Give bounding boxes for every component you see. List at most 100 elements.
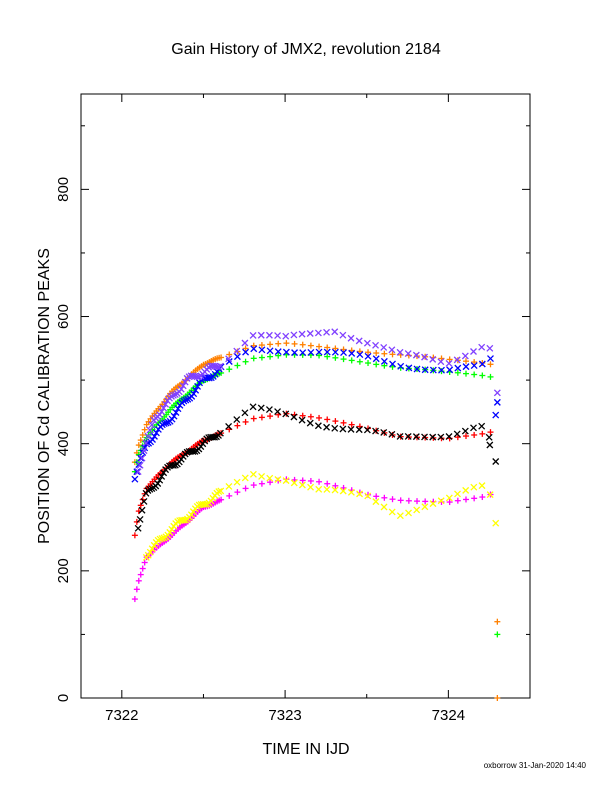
- data-point-b: [137, 454, 145, 462]
- data-point-b: [265, 406, 273, 413]
- data-points: [131, 328, 501, 701]
- data-point-b: [217, 487, 225, 495]
- data-point-b: [478, 343, 486, 351]
- data-point-b: [233, 478, 241, 486]
- x-axis-label: TIME IN IJD: [262, 741, 349, 758]
- data-point-b: [166, 528, 174, 536]
- data-point-b: [225, 482, 233, 490]
- data-point-b: [148, 421, 156, 429]
- data-point-b: [149, 436, 156, 443]
- data-point-b: [485, 433, 493, 441]
- data-point-b: [306, 419, 314, 427]
- data-point-b: [160, 404, 168, 412]
- data-point-b: [192, 386, 200, 394]
- data-point-b: [356, 351, 364, 359]
- data-point-b: [162, 419, 170, 427]
- data-point-b: [492, 458, 500, 465]
- data-point-b: [168, 525, 176, 533]
- data-point-b: [190, 390, 198, 398]
- data-point-b: [241, 339, 249, 347]
- data-point-b: [388, 508, 396, 516]
- data-point-b: [211, 433, 219, 441]
- data-point-b: [315, 485, 323, 493]
- data-point-b: [446, 366, 454, 374]
- data-point-b: [170, 412, 178, 420]
- data-point-b: [421, 353, 428, 361]
- data-point-b: [233, 416, 241, 424]
- data-point-b: [331, 424, 339, 432]
- data-point-b: [412, 433, 420, 441]
- data-point-b: [172, 409, 180, 416]
- data-point-b: [454, 490, 461, 498]
- data-point-b: [133, 468, 141, 476]
- data-point-b: [454, 364, 462, 372]
- data-point-b: [233, 353, 241, 361]
- data-point-b: [429, 355, 437, 363]
- data-point-b: [282, 410, 290, 418]
- data-point-b: [461, 352, 469, 360]
- data-point-b: [470, 483, 478, 491]
- data-point-b: [323, 423, 331, 431]
- data-point-b: [396, 432, 404, 440]
- data-point-b: [158, 534, 166, 542]
- data-point-b: [307, 483, 315, 491]
- data-point-b: [180, 397, 188, 405]
- chart-title: Gain History of JMX2, revolution 2184: [171, 41, 441, 58]
- data-point-b: [274, 476, 282, 483]
- data-point-b: [445, 360, 453, 367]
- data-point-b: [257, 331, 265, 339]
- data-point-b: [470, 424, 477, 432]
- data-point-b: [290, 479, 298, 487]
- data-point-b: [397, 362, 405, 370]
- data-point-b: [299, 349, 307, 357]
- series-3: [131, 476, 494, 603]
- data-point-b: [380, 503, 388, 511]
- data-point-b: [298, 330, 306, 338]
- y-tick-label: 200: [55, 558, 72, 583]
- data-point-b: [380, 429, 388, 436]
- data-point-b: [355, 426, 363, 434]
- data-point-b: [492, 519, 500, 527]
- data-point-b: [437, 358, 445, 366]
- data-point-b: [242, 348, 250, 356]
- data-point-b: [216, 429, 224, 437]
- data-point-b: [174, 405, 182, 413]
- data-point-b: [225, 423, 233, 430]
- footer-credit: oxborrow 31-Jan-2020 14:40: [484, 761, 587, 770]
- data-point-b: [182, 396, 190, 404]
- series-5: [131, 345, 501, 483]
- data-point-b: [340, 349, 348, 357]
- data-point-b: [215, 363, 222, 371]
- data-point-b: [470, 348, 477, 355]
- x-tick-label: 7322: [105, 707, 138, 724]
- data-point-b: [233, 347, 241, 355]
- data-point-b: [486, 344, 494, 352]
- x-axis: 7322 7323 7324: [105, 94, 531, 724]
- y-tick-label: 800: [55, 177, 72, 202]
- data-point-b: [493, 389, 501, 397]
- data-point-b: [156, 535, 164, 543]
- data-point-b: [179, 382, 187, 390]
- data-point-b: [314, 422, 322, 430]
- data-point-b: [148, 485, 156, 493]
- data-point-b: [257, 404, 265, 412]
- data-point-b: [136, 515, 144, 523]
- data-point-b: [258, 472, 266, 480]
- data-point-b: [291, 349, 299, 357]
- data-point-b: [372, 355, 380, 363]
- data-point-b: [168, 415, 176, 423]
- data-point-b: [347, 334, 355, 342]
- data-point-b: [180, 516, 187, 524]
- data-point-b: [314, 329, 322, 337]
- data-point-b: [323, 485, 331, 493]
- data-point-b: [196, 379, 203, 387]
- data-point-b: [146, 426, 154, 434]
- data-point-b: [160, 469, 168, 477]
- data-point-b: [347, 425, 355, 433]
- data-point-b: [389, 360, 396, 368]
- series-6: [134, 328, 501, 476]
- data-point-b: [151, 432, 158, 440]
- data-point-b: [470, 362, 478, 369]
- data-point-b: [177, 385, 185, 393]
